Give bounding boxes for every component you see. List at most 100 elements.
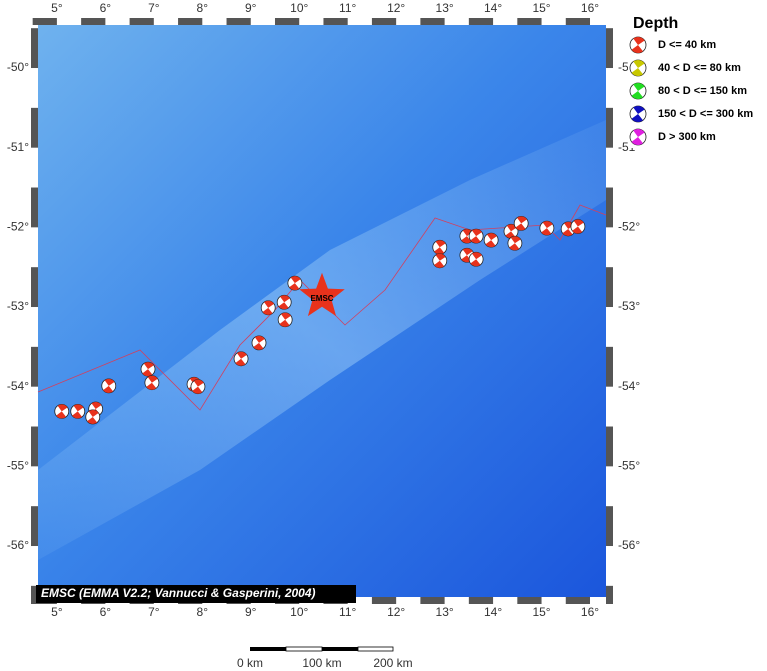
earthquake-event [277, 312, 293, 328]
frame-bar [517, 18, 542, 25]
ball-quadrant [461, 248, 473, 263]
earthquake-event [260, 300, 276, 316]
legend-label: 150 < D <= 300 km [658, 108, 753, 120]
credit-box [36, 585, 356, 603]
epicenter-label: EMSC [310, 294, 333, 303]
y-tick-label: -56° [618, 538, 640, 552]
frame-bar [606, 346, 613, 387]
legend-symbol [629, 82, 647, 100]
events [54, 215, 586, 425]
y-tick-label: -54° [7, 379, 29, 393]
ball-quadrant [278, 295, 290, 310]
ball-quadrant [470, 229, 482, 244]
x-tick-label: 7° [148, 605, 160, 619]
ball-quadrant [509, 236, 521, 251]
legend-symbol [629, 128, 647, 146]
legend-bg [628, 8, 767, 148]
x-tick-label: 16° [581, 1, 599, 15]
ball-quadrant [434, 240, 446, 255]
frame-bar [31, 28, 38, 69]
x-tick-label: 8° [197, 1, 209, 15]
ball-quadrant [262, 300, 274, 315]
x-tick-label: 5° [51, 605, 63, 619]
ball-quadrant [572, 219, 584, 234]
y-tick-label: -55° [618, 459, 640, 473]
earthquake-event [432, 239, 448, 255]
scale-label: 0 km [237, 656, 263, 670]
frame-bar [606, 426, 613, 467]
x-tick-label: 14° [484, 605, 502, 619]
frame-bar [468, 18, 494, 25]
frame-bar [31, 585, 38, 604]
scale-label: 200 km [373, 656, 412, 670]
frame-bar [517, 597, 542, 604]
frame-bar [31, 107, 38, 148]
ball-quadrant [541, 221, 553, 236]
frame-bar [565, 18, 591, 25]
scale-bar [250, 646, 394, 652]
earthquake-event [432, 253, 448, 269]
earthquake-event [140, 361, 156, 377]
earthquake-event [570, 219, 586, 234]
y-tick-label: -50° [7, 60, 29, 74]
frame-bar [31, 267, 38, 308]
x-tick-label: 6° [100, 1, 112, 15]
frame-bar [606, 28, 613, 69]
x-tick-label: 9° [245, 605, 257, 619]
frame-bar [81, 18, 106, 25]
x-tick-label: 15° [532, 605, 550, 619]
frame-bar [420, 597, 445, 604]
ball-quadrant [485, 233, 497, 248]
y-tick-label: -52° [7, 220, 29, 234]
earthquake-event [190, 379, 206, 395]
x-tick-label: 10° [290, 1, 308, 15]
earthquake-event [54, 403, 70, 419]
ball-quadrant [87, 409, 99, 424]
x-tick-label: 13° [436, 1, 454, 15]
legend-label: 80 < D <= 150 km [658, 85, 747, 97]
earthquake-event [468, 251, 484, 267]
earthquake-event [507, 235, 523, 251]
frame-bar [371, 597, 397, 604]
ball-quadrant [235, 351, 247, 366]
plate-boundary [37, 204, 607, 411]
frame-bar [32, 18, 57, 25]
x-tick-label: 16° [581, 605, 599, 619]
ball-quadrant [146, 375, 158, 390]
ball-quadrant [631, 83, 645, 100]
ball-quadrant [631, 106, 645, 123]
legend-symbol [629, 36, 647, 54]
y-tick-label: -55° [7, 459, 29, 473]
ball-quadrant [631, 37, 645, 53]
ball-quadrant [631, 60, 645, 77]
frame-bar [606, 107, 613, 148]
frame-bar [323, 18, 348, 25]
legend-title: Depth [633, 15, 678, 32]
x-tick-label: 10° [290, 605, 308, 619]
frame-bar [606, 267, 613, 308]
epicenter [299, 272, 345, 317]
scale-label: 100 km [302, 656, 341, 670]
legend-label: 40 < D <= 80 km [658, 62, 741, 74]
frame-bar [606, 506, 613, 547]
earthquake-event [233, 351, 249, 367]
x-tick-label: 11° [339, 605, 356, 619]
ball-quadrant [515, 216, 527, 231]
frame-bar [178, 18, 203, 25]
frame-bar [468, 597, 494, 604]
frame-bar [371, 18, 397, 25]
earthquake-event [101, 378, 117, 394]
earthquake-event [503, 223, 519, 239]
frame-bar [420, 18, 445, 25]
legend-label: D <= 40 km [658, 39, 716, 51]
ball-quadrant [631, 129, 645, 145]
legend-symbol [629, 59, 647, 77]
ball-quadrant [103, 378, 115, 393]
frame-bar [129, 18, 154, 25]
y-tick-label: -56° [7, 538, 29, 552]
legend-symbol [629, 105, 647, 123]
earthquake-event [287, 275, 303, 291]
x-tick-label: 7° [148, 1, 160, 15]
earthquake-event [539, 220, 555, 236]
